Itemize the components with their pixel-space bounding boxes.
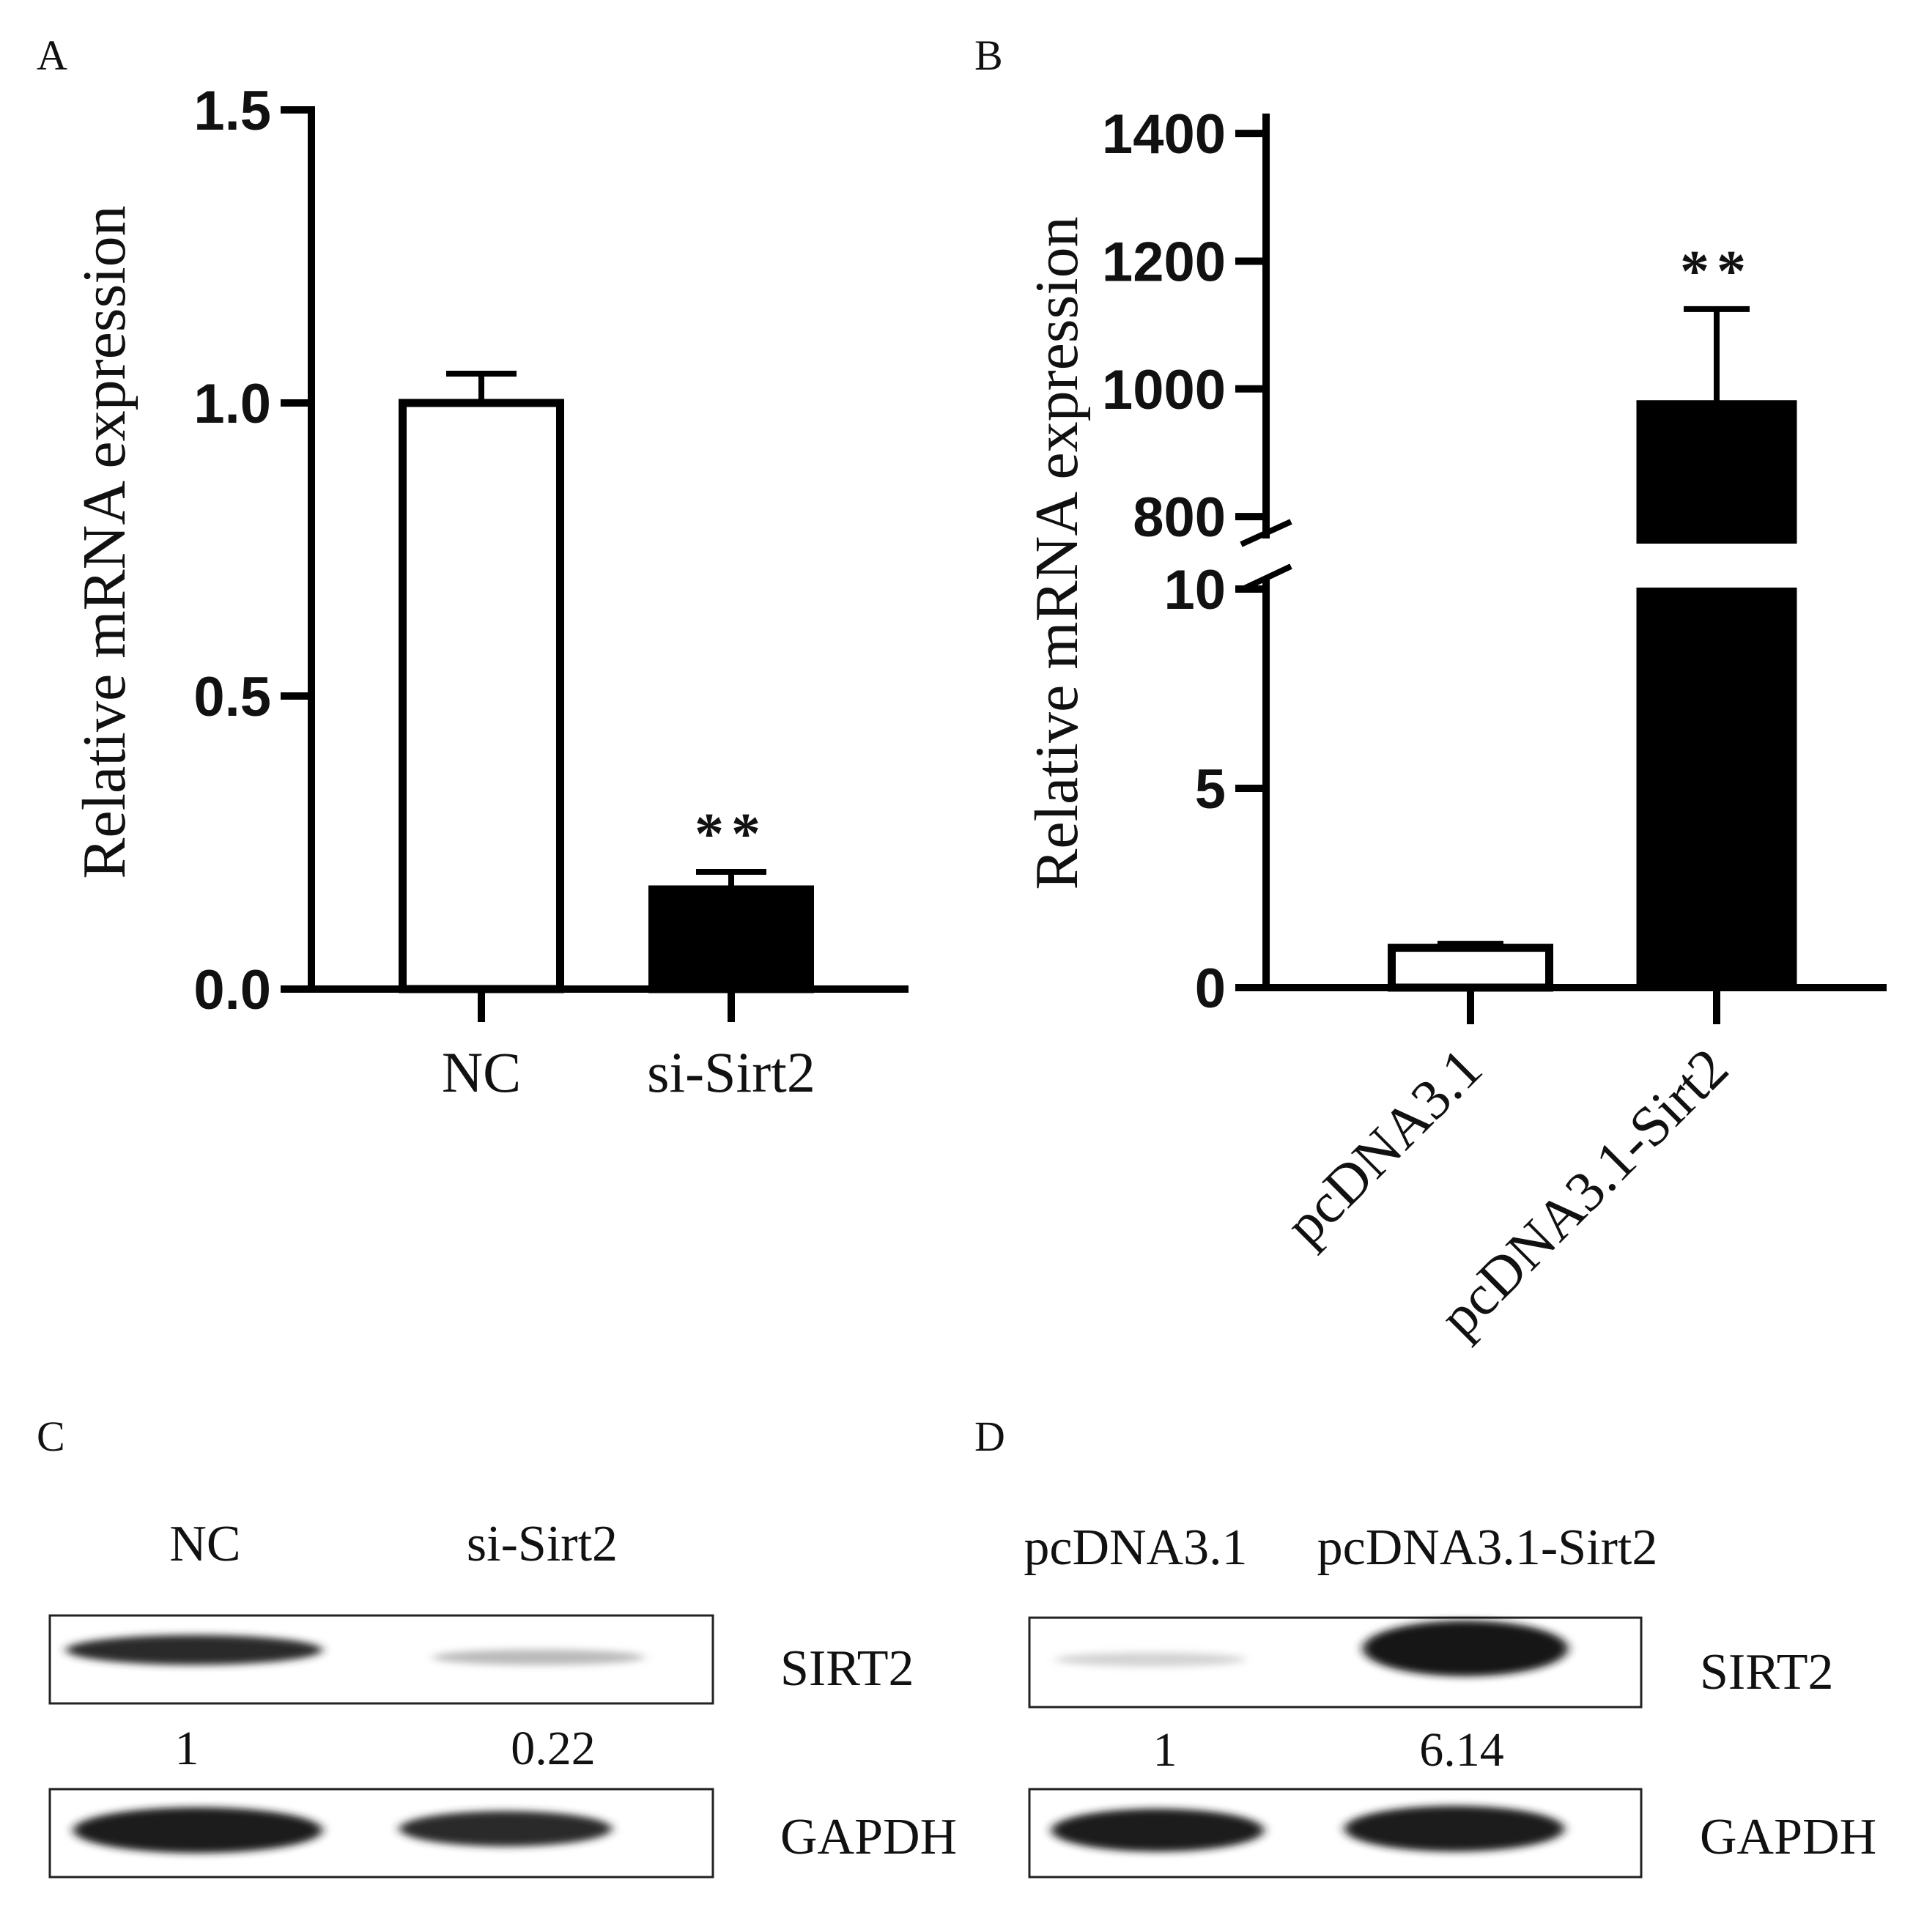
blot-band [1363,1621,1568,1676]
panel-a-axes: 0.0 0.5 1.0 1.5 NC si-Sirt2 [193,80,909,1104]
y-tick-label: 1400 [1102,103,1226,166]
y-tick-label: 1.0 [193,373,271,435]
significance-marker: ** [695,802,768,867]
panel-a-ylabel: Relative mRNA expression [70,205,138,878]
panel-c: C NC si-Sirt2 SIRT2 1 0.22 GAPDH [37,1413,957,1879]
blot-band [1055,1652,1246,1667]
axis-break-mark [1240,519,1292,547]
panel-d-sirt2-bands [1055,1621,1568,1676]
y-tick-label: 1.5 [193,80,271,142]
panel-d-label: D [974,1413,1005,1460]
panel-d-gapdh-bands [1051,1805,1564,1852]
panel-d-quant-2: 6.14 [1419,1723,1504,1777]
y-tick-label: 0 [1195,958,1226,1020]
panel-c-gapdh-name: GAPDH [780,1809,957,1865]
bar-pcdna3.1 [1388,944,1553,992]
panel-c-sirt2-bands [66,1635,645,1665]
bar-pcdna3.1-sirt2-upper [1636,400,1797,544]
blot-band [432,1649,645,1665]
panel-d-sirt2-name: SIRT2 [1700,1644,1834,1700]
significance-marker: ** [1680,240,1753,304]
x-category-label: pcDNA3.1 [1273,1036,1494,1257]
bar-nc [399,399,564,993]
panel-c-gapdh-bands [73,1807,612,1854]
panel-d: D pcDNA3.1 pcDNA3.1-Sirt2 SIRT2 1 6.14 G… [974,1413,1876,1879]
panel-d-lane-2-label: pcDNA3.1-Sirt2 [1317,1520,1658,1576]
panel-a-label: A [37,32,67,79]
panel-b-ylabel: Relative mRNA expression [1023,216,1091,889]
bar-si-sirt2 [648,885,814,993]
blot-band [73,1807,322,1854]
panel-a: A Relative mRNA expression 0.0 0.5 1.0 1.5 N… [37,32,909,1104]
panel-b-bars: ** [1388,240,1797,992]
blot-band [1344,1805,1564,1852]
panel-c-quant-1: 1 [175,1722,199,1775]
panel-b-label: B [974,32,1003,79]
bar-pcdna3.1-sirt2-lower [1636,588,1797,989]
blot-band [66,1635,322,1665]
panel-a-bars: ** [399,371,814,993]
y-tick-label: 10 [1163,559,1226,621]
panel-d-quant-1: 1 [1153,1723,1177,1777]
panel-c-sirt2-name: SIRT2 [780,1640,914,1697]
blot-band [1051,1808,1264,1852]
panel-c-lane-1-label: NC [169,1516,240,1572]
panel-c-lane-2-label: si-Sirt2 [467,1516,618,1572]
x-category-label: NC [442,1040,521,1104]
panel-b: B Relative mRNA expression 0 5 10 800 1000 12… [974,32,1887,1349]
x-category-label: si-Sirt2 [647,1040,815,1104]
y-tick-label: 800 [1133,486,1226,549]
panel-d-gapdh-name: GAPDH [1700,1809,1876,1865]
panel-d-lane-1-label: pcDNA3.1 [1024,1520,1247,1576]
panel-c-quant-2: 0.22 [511,1722,596,1775]
y-tick-label: 0.0 [193,959,271,1021]
y-tick-label: 1000 [1102,359,1226,421]
y-tick-label: 0.5 [193,666,271,728]
y-tick-label: 1200 [1102,231,1226,293]
y-tick-label: 5 [1195,758,1226,821]
panel-c-label: C [37,1413,65,1460]
blot-band [399,1810,612,1847]
